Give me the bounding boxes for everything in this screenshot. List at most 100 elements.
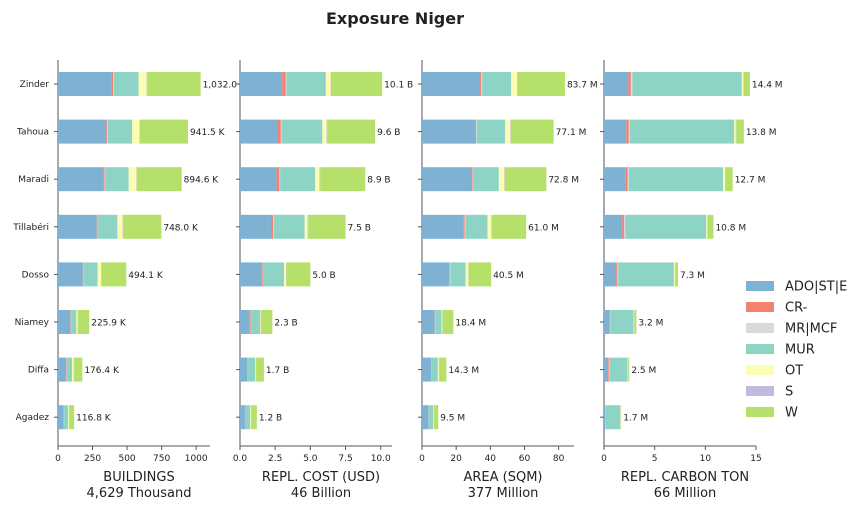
bar-4-tahoua-mr-mcf [628,119,630,144]
bar-4-niamey-ot [633,310,635,334]
bar-1-zinder-s [146,72,148,96]
legend-swatch-mur [746,344,774,354]
bar-4-maradi-w [725,167,733,192]
bar-3-dosso-cr [449,262,450,287]
total-label-1-niamey: 225.9 K [91,319,127,329]
bar-1-tahoua-w [139,119,189,144]
bar-3-tillab-ri-w [492,214,527,239]
bar-1-tillab-ri-cr [96,214,98,239]
bar-1-tahoua-ado-st-e [58,119,107,144]
bar-3-tillab-ri-mur [465,214,488,239]
bar-1-agadez-ot [68,405,70,430]
bar-2-tahoua-ado-st-e [240,119,278,144]
bar-1-zinder-mr-mcf [112,72,114,96]
bar-2-zinder-w [331,72,383,96]
bar-2-dosso-cr [261,262,263,287]
category-label-tillab-ri: Tillabéri [12,222,49,233]
total-label-2-niamey: 2.3 B [274,319,297,329]
bar-3-maradi-mur [473,167,499,192]
bar-4-tahoua-mur [629,119,735,144]
bar-1-tillab-ri-mr-mcf [97,214,99,239]
bar-1-tahoua-ot [132,119,140,144]
bar-1-dosso-cr [82,262,84,287]
bar-1-agadez-ado-st-e [58,405,64,430]
bar-3-zinder-cr [480,72,482,96]
category-label-dosso: Dosso [22,270,50,280]
x-axis-label-3: AREA (SQM) [463,470,542,485]
legend-label-cr: CR- [785,301,808,316]
bar-4-tahoua-s [735,119,737,144]
bar-1-dosso-mur [83,262,98,287]
bar-4-niamey-w [634,310,637,334]
bar-1-tillab-ri-ot [117,214,123,239]
x-axis-sublabel-3: 377 Million [468,486,539,501]
bar-4-zinder-w [743,72,750,96]
bar-3-tillab-ri-ado-st-e [422,214,464,239]
category-label-diffa: Diffa [28,366,49,376]
x-tick-label-1-0: 0 [55,454,61,464]
bar-4-dosso-cr [616,262,618,287]
bar-4-agadez-w [620,405,622,430]
bar-2-diffa-w [256,357,264,382]
bar-3-diffa-ado-st-e [422,357,432,382]
bar-4-diffa-mr-mcf [608,357,610,382]
bar-2-tillab-ri-w [308,214,346,239]
bar-2-tillab-ri-cr [270,214,274,239]
total-label-2-diffa: 1.7 B [266,366,289,376]
total-label-3-maradi: 72.8 M [548,176,579,186]
bar-3-agadez-mur [428,405,434,430]
bar-4-tillab-ri-ot [706,214,708,239]
bar-1-zinder-ot [138,72,147,96]
bar-4-tahoua-ado-st-e [604,119,627,144]
bar-3-tillab-ri-cr [463,214,465,239]
legend-label-mr-mcf: MR|MCF [785,322,837,337]
bar-4-diffa-cr [608,357,609,382]
bar-1-dosso-w [101,262,127,287]
bar-4-dosso-ado-st-e [604,262,617,287]
bar-3-tahoua-ado-st-e [422,119,475,144]
total-label-2-zinder: 10.1 B [384,81,413,91]
legend-swatch-s [746,386,774,396]
bar-1-niamey-w [77,310,90,334]
total-label-3-tahoua: 77.1 M [556,128,587,138]
bar-3-agadez-ado-st-e [422,405,429,430]
bar-2-tahoua-ot [322,119,327,144]
bar-1-tillab-ri-mur [98,214,118,239]
x-axis-label-1: BUILDINGS [103,470,174,485]
bar-1-maradi-w [136,167,182,192]
bar-2-niamey-w [260,310,273,334]
bar-3-diffa-ot [437,357,439,382]
bar-1-tillab-ri-ado-st-e [58,214,97,239]
bar-3-tillab-ri-mr-mcf [464,214,466,239]
bar-4-tillab-ri-s [707,214,708,239]
bar-3-tahoua-ot [505,119,511,144]
bar-3-dosso-mur [450,262,466,287]
bar-3-dosso-ado-st-e [422,262,450,287]
bar-4-maradi-cr [625,167,628,192]
x-tick-label-1-1: 250 [84,454,101,464]
bar-3-zinder-s [517,72,518,96]
total-label-1-dosso: 494.1 K [128,271,164,281]
bar-3-niamey-w [442,310,454,334]
bar-3-maradi-mr-mcf [472,167,474,192]
category-label-agadez: Agadez [16,413,50,423]
bar-4-zinder-cr [628,72,631,96]
total-label-3-agadez: 9.5 M [440,414,465,424]
bar-2-tillab-ri-ot [304,214,308,239]
bar-4-agadez-mur [605,405,621,430]
bar-4-maradi-mr-mcf [627,167,629,192]
bar-4-diffa-w [628,357,630,382]
bar-3-agadez-ot [433,405,434,430]
bar-1-tillab-ri-w [123,214,162,239]
bar-2-dosso-w [286,262,311,287]
bar-1-maradi-mur [105,167,129,192]
x-tick-label-2-1: 2.5 [268,454,282,464]
bar-1-diffa-ado-st-e [58,357,67,382]
bar-3-zinder-ado-st-e [422,72,481,96]
bar-1-niamey-ot [76,310,78,334]
total-label-2-tillab-ri: 7.5 B [348,223,371,233]
bar-4-agadez-ado-st-e [604,405,606,430]
x-tick-label-4-0: 0 [601,454,607,464]
x-tick-label-2-3: 7.5 [338,454,352,464]
